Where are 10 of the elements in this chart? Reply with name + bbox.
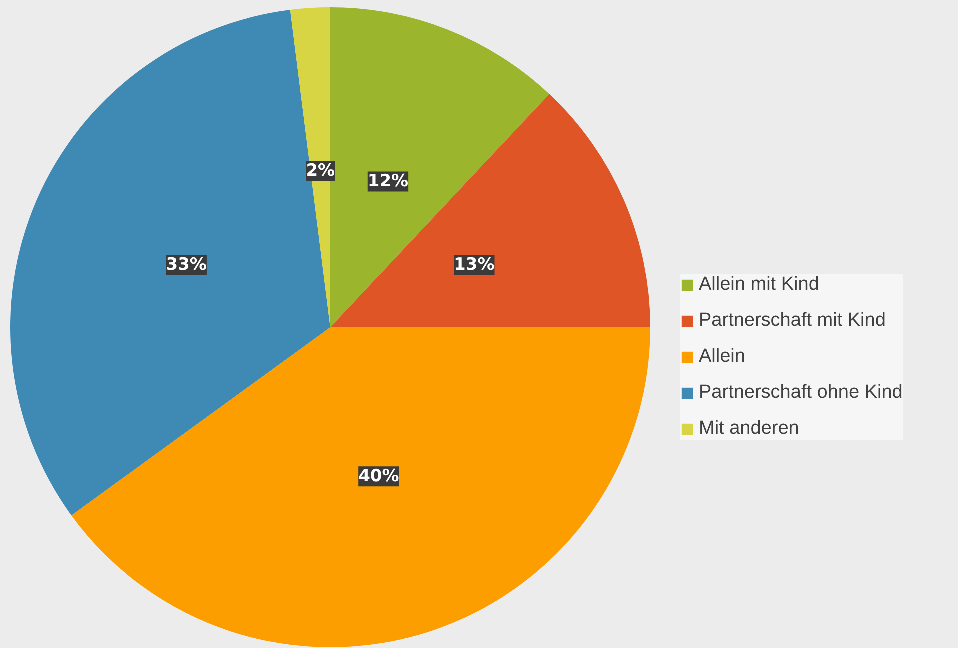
data-label: 13% — [454, 255, 495, 276]
data-label: 33% — [166, 255, 207, 276]
data-label: 40% — [358, 466, 400, 487]
legend-label: Mit anderen — [699, 418, 800, 440]
legend-label: Allein mit Kind — [699, 274, 820, 296]
data-label: 2% — [306, 161, 336, 182]
legend-label: Allein — [699, 346, 746, 368]
data-label: 12% — [368, 172, 409, 192]
legend-label: Partnerschaft mit Kind — [699, 310, 886, 332]
legend-label: Partnerschaft ohne Kind — [699, 382, 903, 404]
